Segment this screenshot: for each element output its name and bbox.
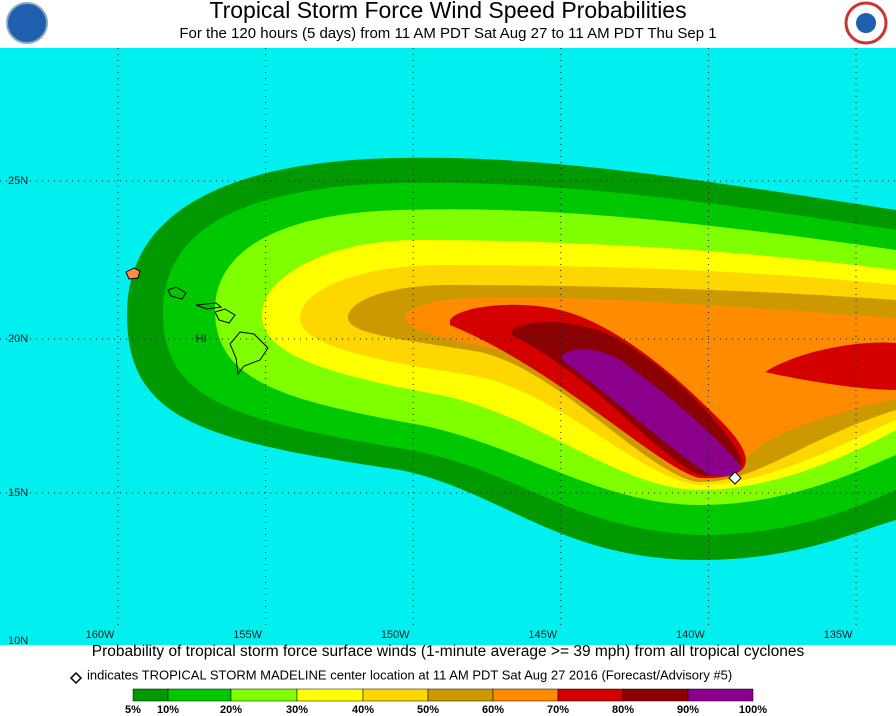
note: indicates TROPICAL STORM MADELINE center… [87, 667, 732, 682]
lat-label: 15N [8, 487, 28, 499]
region-label: HI [196, 333, 207, 345]
legend-label: 5% [125, 704, 141, 716]
legend-label: 60% [482, 704, 504, 716]
kauai [125, 267, 141, 280]
legend-label: 100% [739, 704, 767, 716]
subtitle: For the 120 hours (5 days) from 11 AM PD… [179, 25, 716, 42]
lon-label: 155W [233, 629, 262, 641]
legend-swatch [132, 688, 169, 702]
legend-swatch [230, 688, 298, 702]
lat-label: 20N [8, 333, 28, 345]
legend-swatch [167, 688, 232, 702]
caption: Probability of tropical storm force surf… [92, 643, 805, 660]
maui [214, 308, 236, 324]
hawaii-islands [125, 267, 269, 376]
graticule: 25N 20N 15N 10N 160W 155W 150W 145W 140W 135W HI [0, 48, 896, 647]
legend-label: 50% [417, 704, 439, 716]
lat-label: 10N [8, 635, 28, 647]
legend-swatch [362, 688, 429, 702]
legend-swatch [557, 688, 624, 702]
probability-contours [126, 157, 896, 560]
legend-label: 80% [612, 704, 634, 716]
legend-swatch [492, 688, 559, 702]
legend-swatch [427, 688, 494, 702]
molokai [195, 302, 223, 310]
map: 25N 20N 15N 10N 160W 155W 150W 145W 140W 135W HI [0, 48, 896, 647]
storm-center [728, 471, 742, 485]
lon-label: 140W [676, 629, 705, 641]
title: Tropical Storm Force Wind Speed Probabil… [209, 0, 686, 23]
note-diamond [69, 671, 83, 685]
legend: 5% 10% 20% 30% 40% 50% 60% 70% 80% 90% 100% [125, 688, 767, 716]
lon-label: 135W [824, 629, 853, 641]
lat-label: 25N [8, 175, 28, 187]
legend-label: 20% [220, 704, 242, 716]
oahu [167, 286, 187, 300]
lon-label: 160W [86, 629, 115, 641]
legend-label: 90% [677, 704, 699, 716]
legend-label: 40% [352, 704, 374, 716]
legend-swatch [687, 688, 754, 702]
lon-label: 145W [528, 629, 557, 641]
legend-label: 70% [547, 704, 569, 716]
legend-label: 10% [157, 704, 179, 716]
legend-label: 30% [286, 704, 308, 716]
nws-logo-center [856, 13, 876, 33]
legend-swatch [622, 688, 689, 702]
legend-swatch [296, 688, 364, 702]
contour-90 [562, 348, 741, 477]
noaa-logo [6, 2, 48, 44]
lon-label: 150W [381, 629, 410, 641]
